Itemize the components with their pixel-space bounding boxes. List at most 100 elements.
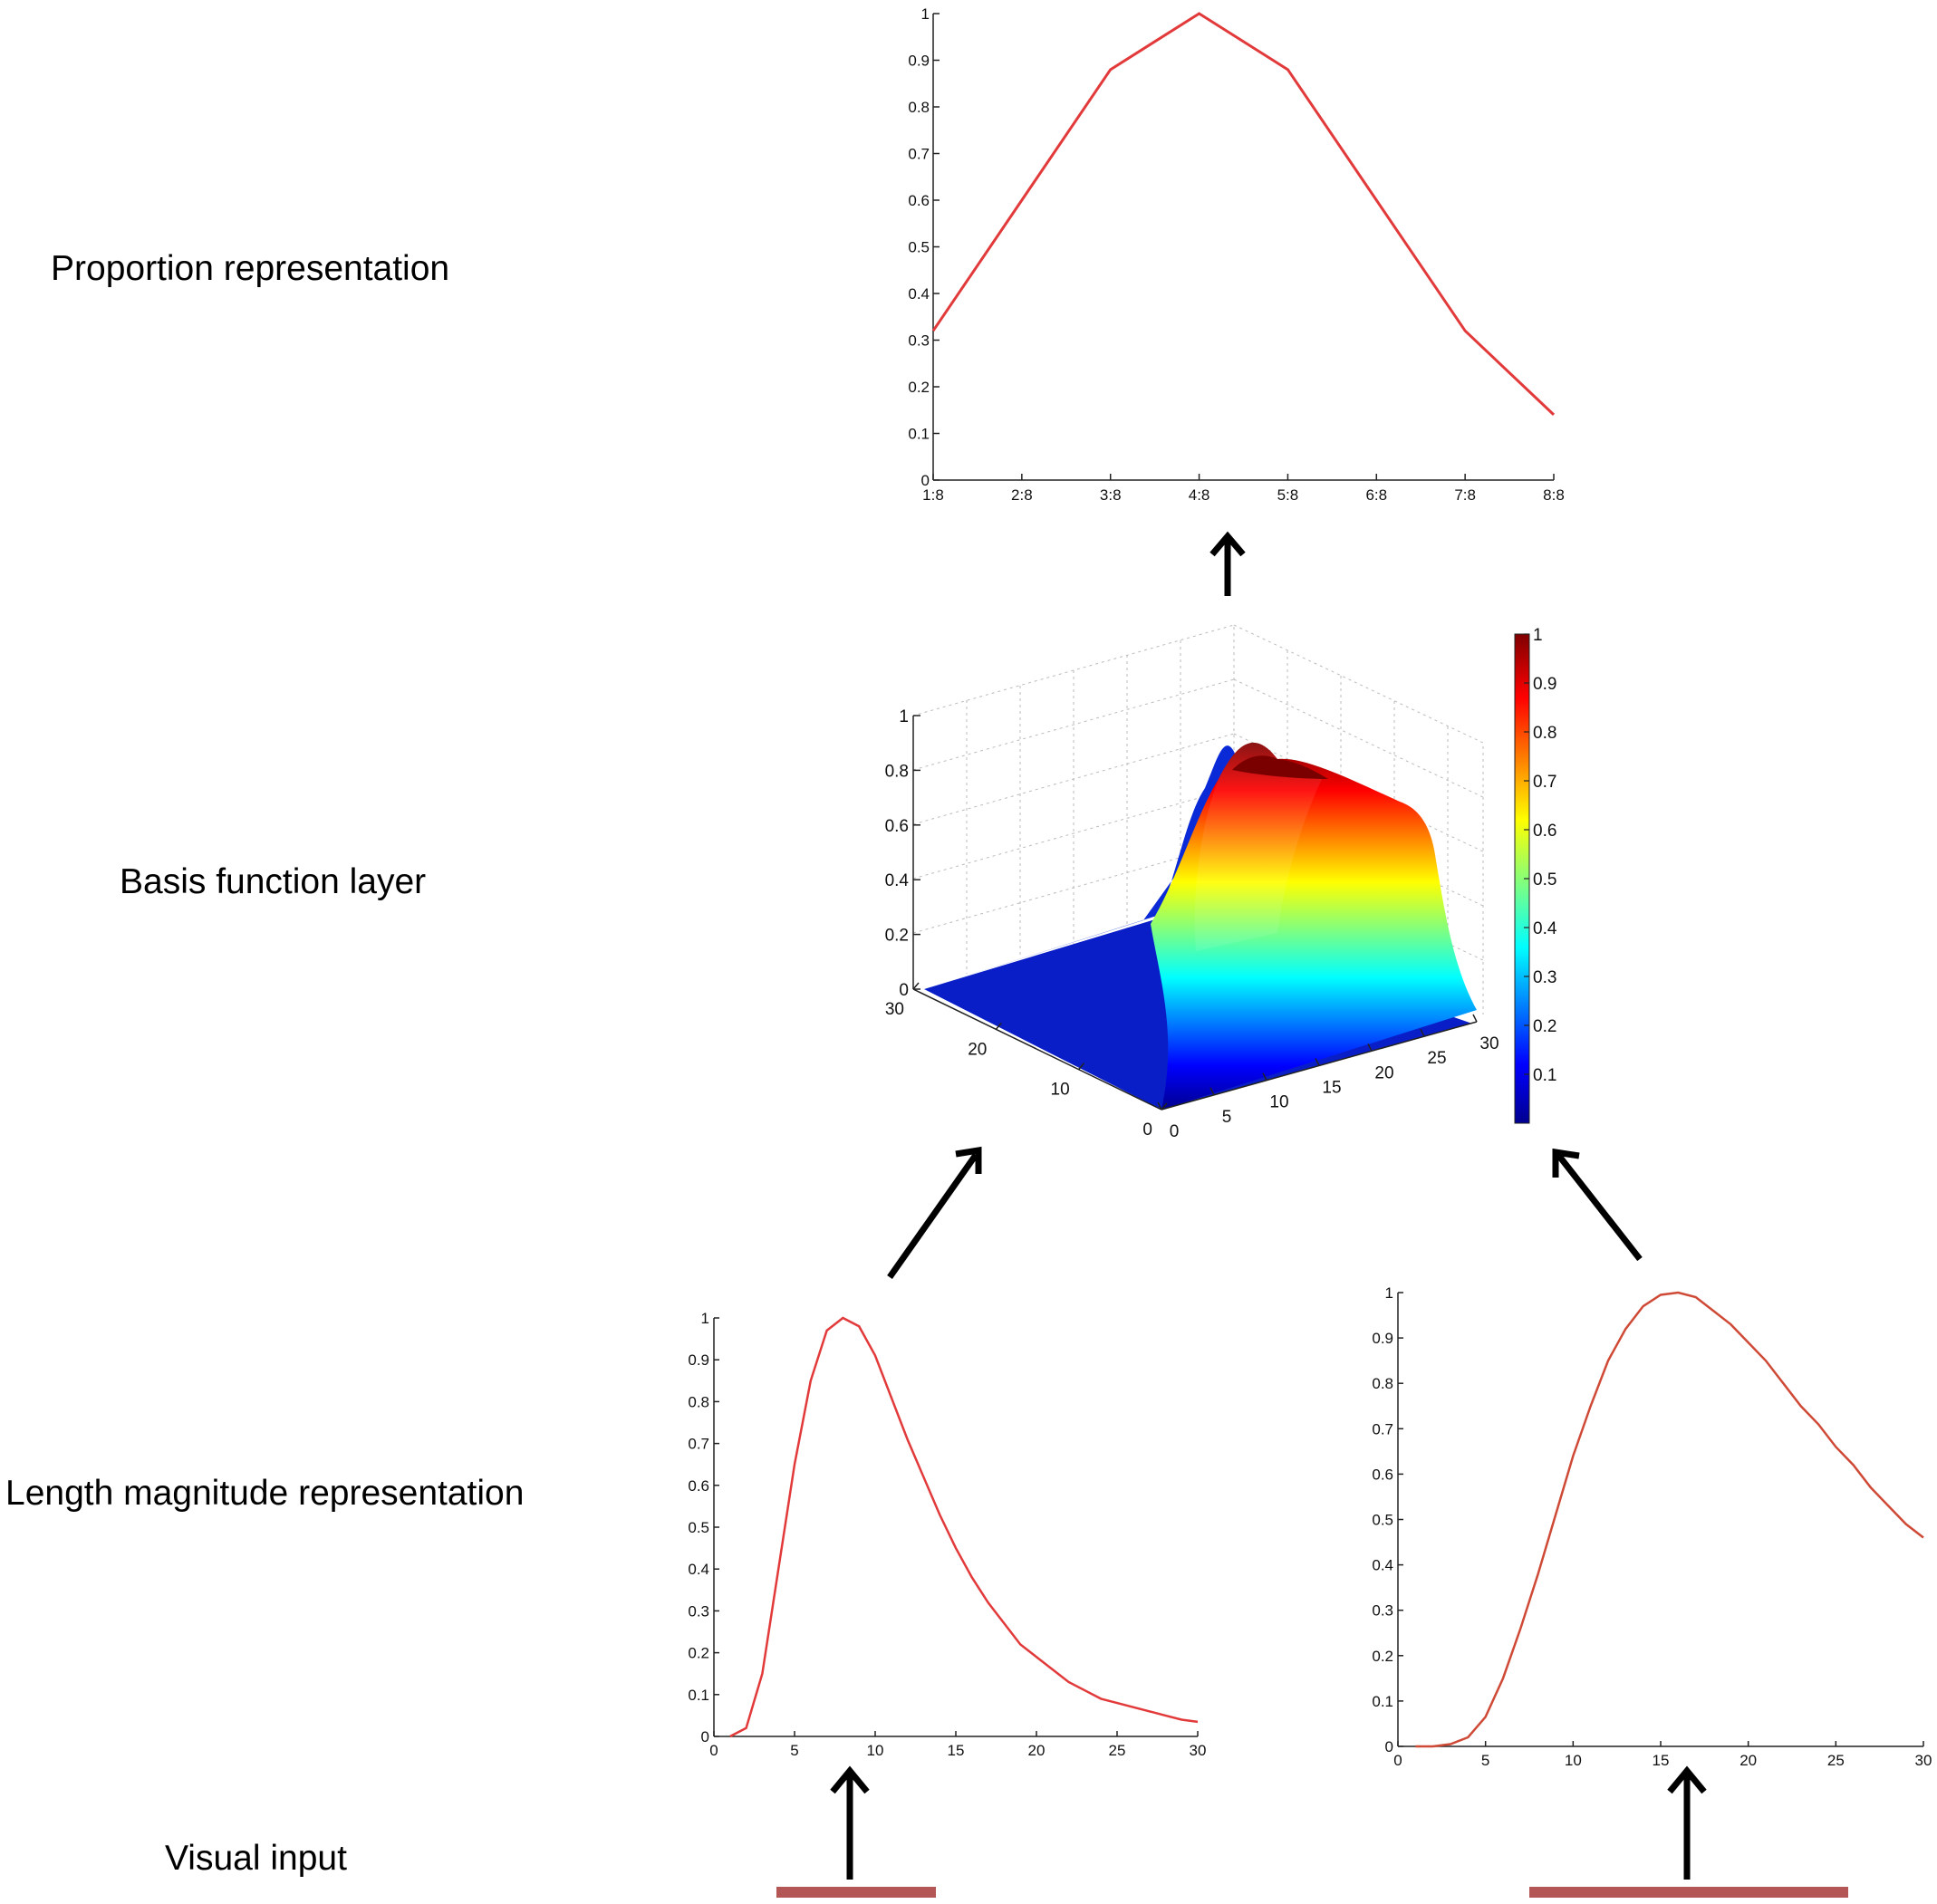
basis-x-tick xyxy=(1209,1087,1215,1096)
length-long-y-tick-label: 1 xyxy=(1385,1284,1393,1302)
basis-colorbar-tick-label: 0.9 xyxy=(1533,675,1556,694)
length-short-y-tick-label: 0.2 xyxy=(688,1645,709,1662)
basis-peak-cap xyxy=(1232,755,1328,779)
length-long-x-tick-label: 5 xyxy=(1481,1752,1489,1769)
basis-x-tick-label: 30 xyxy=(1479,1034,1499,1053)
basis-x-tick-label: 0 xyxy=(1170,1122,1180,1141)
label-proportion-representation: Proportion representation xyxy=(51,249,450,288)
length-long-x-tick-label: 20 xyxy=(1739,1752,1757,1769)
arrow-short-input-to-length xyxy=(830,1765,870,1880)
length-short-y-tick-label: 0.5 xyxy=(688,1519,709,1536)
proportion-y-tick-label: 1 xyxy=(921,5,930,23)
length-short-x-tick-label: 15 xyxy=(948,1742,965,1759)
basis-surface-peak-shade xyxy=(1194,742,1323,951)
basis-y-axis xyxy=(912,988,1162,1111)
basis-y-tick xyxy=(912,982,920,990)
basis-colorbar-tick-label: 0.7 xyxy=(1533,773,1556,792)
basis-colorbar-tick-label: 0.5 xyxy=(1533,870,1556,889)
proportion-y-tick-label: 0.9 xyxy=(908,53,930,70)
arrow-long-input-to-length xyxy=(1667,1765,1707,1880)
length-short-y-tick-label: 0.7 xyxy=(688,1436,709,1453)
proportion-y-tick-label: 0.1 xyxy=(908,426,930,443)
basis-colorbar-tick-label: 0.8 xyxy=(1533,724,1556,743)
length-short-x-tick-label: 0 xyxy=(709,1742,718,1759)
length-short-y-tick-label: 0.8 xyxy=(688,1393,709,1410)
visual-input-short-bar xyxy=(776,1887,936,1898)
basis-colorbar-tick-label: 0.4 xyxy=(1533,919,1557,938)
basis-y-tick-label: 10 xyxy=(1051,1081,1070,1100)
proportion-y-tick-label: 0.7 xyxy=(908,146,930,163)
basis-x-tick xyxy=(1472,1014,1478,1023)
length-long-y-tick-label: 0.7 xyxy=(1372,1420,1393,1438)
basis-y-tick-label: 0 xyxy=(1142,1120,1152,1140)
proportion-x-tick-label: 1:8 xyxy=(922,486,944,504)
proportion-y-tick-label: 0.2 xyxy=(908,379,930,396)
basis-z-tick-label: 0.6 xyxy=(885,817,909,836)
length-long-y-tick-label: 0.1 xyxy=(1372,1693,1393,1710)
arrow-long-to-basis xyxy=(1552,1148,1643,1262)
proportion-y-tick-label: 0 xyxy=(921,472,930,489)
length-short-y-tick-label: 0.9 xyxy=(688,1351,709,1369)
proportion-x-tick-label: 8:8 xyxy=(1543,486,1565,504)
arrows xyxy=(830,531,1707,1880)
basis-colorbar-tick-label: 0.2 xyxy=(1533,1017,1556,1036)
length-short-x-tick-label: 5 xyxy=(790,1742,798,1759)
proportion-y-tick-label: 0.5 xyxy=(908,239,930,256)
proportion-y-tick-label: 0.8 xyxy=(908,99,930,116)
basis-y-tick-label: 20 xyxy=(968,1040,987,1059)
arrow-basis-to-proportion xyxy=(1209,531,1246,596)
length-short-y-tick-label: 0.6 xyxy=(688,1477,709,1495)
length-short-x-tick-label: 20 xyxy=(1028,1742,1046,1759)
length-long-y-tick-label: 0.5 xyxy=(1372,1512,1393,1529)
length-long-x-tick-label: 15 xyxy=(1653,1752,1670,1769)
length-long-y-tick-label: 0.8 xyxy=(1372,1375,1393,1392)
basis-z-tick-label: 0.2 xyxy=(885,927,909,946)
length-long-curve xyxy=(1415,1291,1924,1748)
basis-colorbar-tick-label: 0.1 xyxy=(1533,1066,1556,1085)
label-visual-input: Visual input xyxy=(165,1839,347,1878)
length-short-curve xyxy=(729,1316,1199,1738)
basis-y-tick xyxy=(995,1022,1002,1030)
length-long-x-tick-label: 25 xyxy=(1827,1752,1845,1769)
proportion-x-tick-label: 4:8 xyxy=(1189,486,1210,504)
length-long-y-tick-label: 0.9 xyxy=(1372,1330,1393,1347)
label-basis-function-layer: Basis function layer xyxy=(120,862,427,901)
length-short-y-tick-label: 0 xyxy=(701,1728,709,1745)
basis-surface-peak xyxy=(1151,742,1477,1110)
length-long-y-tick-label: 0.4 xyxy=(1372,1557,1393,1574)
length-short-y-tick-label: 1 xyxy=(701,1310,709,1327)
length-short-chart: 0 0.1 0.2 0.3 0.4 0.5 0.6 0.7 0.8 0.9 1 0 5 10 15 20 25… xyxy=(688,1310,1206,1759)
basis-y-tick xyxy=(1161,1102,1168,1111)
length-long-chart: 0 0.1 0.2 0.3 0.4 0.5 0.6 0.7 0.8 0.9 1 0 5 10 15 20 25… xyxy=(1372,1284,1932,1769)
basis-y-tick xyxy=(1078,1063,1085,1071)
basis-x-tick-label: 10 xyxy=(1269,1093,1288,1112)
basis-z-tick-label: 0.8 xyxy=(885,762,909,781)
length-short-y-tick-label: 0.3 xyxy=(688,1602,709,1620)
length-long-y-tick-label: 0 xyxy=(1385,1738,1393,1755)
basis-x-tick xyxy=(1315,1058,1320,1066)
length-long-x-tick-label: 10 xyxy=(1565,1752,1582,1769)
proportion-curve xyxy=(931,12,1556,416)
basis-colorbar-tick-label: 0.6 xyxy=(1533,822,1556,841)
basis-x-tick-label: 15 xyxy=(1322,1079,1341,1098)
length-short-x-tick-label: 25 xyxy=(1109,1742,1126,1759)
length-long-x-tick-label: 0 xyxy=(1393,1752,1402,1769)
basis-x-tick xyxy=(1420,1028,1425,1037)
proportion-x-tick-label: 7:8 xyxy=(1454,486,1476,504)
basis-x-tick-label: 20 xyxy=(1374,1063,1393,1082)
basis-z-tick-label: 0 xyxy=(899,981,909,1000)
basis-z-tick-label: 0.4 xyxy=(885,871,910,890)
arrow-short-to-basis xyxy=(887,1146,982,1280)
length-long-y-tick-label: 0.3 xyxy=(1372,1602,1393,1620)
basis-x-tick-label: 25 xyxy=(1427,1049,1446,1068)
proportion-x-tick-label: 5:8 xyxy=(1277,486,1299,504)
basis-y-tick-label: 30 xyxy=(885,1000,904,1019)
label-length-magnitude-representation: Length magnitude representation xyxy=(5,1474,525,1513)
length-long-y-tick-label: 0.2 xyxy=(1372,1648,1393,1665)
basis-surface-chart: 0 0.2 0.4 0.6 0.8 1 0 5 10 15 20 25 30 0 10 20 30 0.1 0… xyxy=(885,624,1557,1141)
basis-colorbar-tick-label: 1 xyxy=(1533,626,1543,645)
length-short-x-tick-label: 10 xyxy=(867,1742,884,1759)
proportion-y-tick-label: 0.4 xyxy=(908,285,930,303)
basis-x-tick-label: 5 xyxy=(1222,1108,1232,1127)
